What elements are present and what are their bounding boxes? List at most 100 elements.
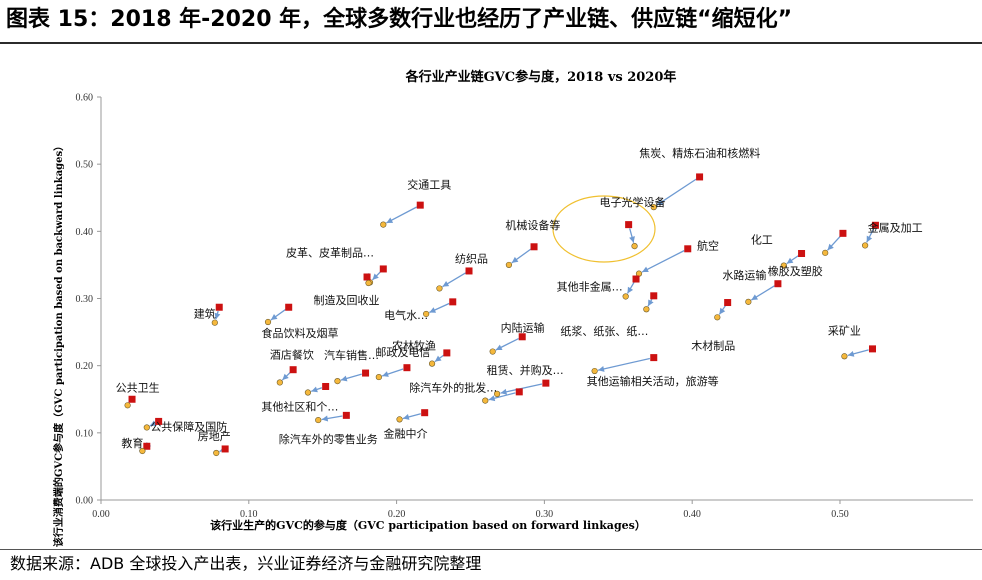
point-2018	[396, 416, 403, 423]
arrow-head	[629, 236, 635, 243]
point-2020	[684, 245, 692, 253]
arrow-head	[282, 373, 289, 381]
point-2018	[124, 402, 131, 409]
arrow-head	[488, 395, 496, 402]
point-label: 化工	[751, 233, 773, 247]
point-2018	[643, 306, 650, 313]
point-2020	[518, 333, 526, 341]
point-label: 机械设备等	[505, 218, 560, 232]
arrow-head	[321, 415, 329, 422]
point-2020	[542, 379, 550, 387]
point-2020	[215, 303, 223, 311]
point-2018	[213, 449, 220, 457]
point-2018	[650, 204, 657, 211]
arrow-head	[429, 307, 437, 313]
y-axis-title: 该行业消费端的GVC参与度（GVC participation based on…	[52, 141, 65, 547]
point-2020	[650, 354, 658, 362]
point-label: 采矿业	[828, 324, 861, 337]
point-label: 纺织品	[455, 251, 488, 265]
arrow-head	[511, 256, 519, 263]
x-tick-label: 0.50	[831, 509, 849, 520]
point-label: 电子光学设备	[600, 195, 666, 209]
x-axis-title: 该行业生产的GVC的参与度（GVC participation based on…	[210, 518, 646, 532]
point-2018	[745, 298, 752, 305]
arrow-head	[648, 299, 654, 307]
point-2020	[530, 243, 538, 251]
point-2020	[774, 280, 782, 288]
point-2020	[285, 303, 293, 311]
point-2018	[315, 416, 322, 424]
arrow-head	[442, 281, 450, 287]
point-2020	[632, 275, 640, 283]
shift-arrow	[597, 357, 651, 371]
point-2020	[289, 366, 297, 374]
point-label: 交通工具	[407, 178, 451, 192]
point-label: 酒店餐饮	[270, 347, 314, 361]
point-2018	[505, 261, 513, 269]
point-2020	[871, 221, 879, 229]
point-2018	[862, 242, 869, 249]
point-2018	[714, 314, 721, 321]
point-label: 食品饮料及烟草	[262, 326, 339, 340]
point-label: 公共保障及国防	[150, 419, 227, 433]
chart-title: 各行业产业链GVC参与度，2018 vs 2020年	[405, 69, 677, 85]
point-label: 农林牧渔	[392, 339, 436, 353]
point-label: 除汽车外的批发…	[409, 381, 497, 395]
arrow-head	[719, 307, 726, 315]
point-label: 公共卫生	[116, 380, 160, 394]
point-label: 除汽车外的零售业务	[279, 432, 378, 446]
y-tick-label: 0.50	[76, 160, 94, 171]
y-tick-label: 0.20	[76, 361, 94, 372]
y-tick-label: 0.10	[76, 428, 94, 439]
point-2018	[489, 348, 496, 355]
figure-heading: 图表 15：2018 年-2020 年，全球多数行业也经历了产业链、供应链“缩短…	[6, 7, 793, 32]
point-label: 航空	[697, 239, 719, 253]
point-2020	[515, 388, 523, 396]
point-2018	[822, 249, 829, 256]
arrow-head	[847, 350, 855, 357]
heading-divider	[0, 42, 982, 44]
point-2020	[362, 369, 370, 377]
point-label: 木材制品	[691, 338, 735, 352]
point-2018	[436, 285, 443, 292]
x-tick-label: 0.30	[536, 509, 554, 520]
x-tick-label: 0.20	[388, 509, 406, 520]
point-2018	[841, 353, 848, 360]
point-2018	[139, 447, 146, 455]
point-label: 教育	[121, 436, 143, 450]
point-2020	[798, 249, 806, 257]
x-tick-label: 0.00	[92, 509, 110, 520]
point-label: 电气水…	[384, 308, 428, 322]
arrow-head	[386, 217, 394, 223]
point-2020	[221, 445, 229, 453]
marker-layer	[124, 173, 879, 457]
point-2020	[379, 265, 387, 273]
point-2018	[276, 379, 283, 386]
point-2018	[264, 318, 272, 326]
data-source-note: 数据来源：ADB 全球投入产出表，兴业证券经济与金融研究院整理	[10, 554, 482, 573]
point-2020	[322, 382, 330, 390]
arrow-head	[434, 355, 442, 362]
point-2020	[839, 229, 847, 237]
y-tick-label: 0.00	[76, 496, 94, 507]
point-label: 橡胶及塑胶	[768, 264, 823, 278]
arrow-head	[340, 375, 348, 382]
point-2018	[482, 397, 489, 404]
arrow-head	[311, 386, 318, 393]
arrow-head	[382, 371, 389, 377]
point-label: 焦炭、精炼石油和核燃料	[639, 146, 760, 160]
point-label: 其他非金属…	[557, 279, 623, 293]
point-2018	[780, 262, 787, 269]
point-2020	[465, 267, 473, 275]
arrow-head	[627, 286, 634, 294]
point-2018	[211, 319, 218, 326]
gvc-scatter-chart: 各行业产业链GVC参与度，2018 vs 2020年 0.00 0.10 0.20 0…	[52, 69, 973, 547]
point-2020	[363, 273, 371, 281]
y-tick-label: 0.60	[76, 93, 94, 104]
shift-arrow	[656, 178, 697, 206]
footer-divider	[0, 549, 982, 550]
point-label: 建筑	[194, 307, 216, 321]
point-label: 制造及回收业	[314, 293, 380, 307]
point-2018	[375, 373, 382, 381]
axes: 0.00 0.10 0.20 0.30 0.40 0.50 0.00 0.10 0.20 0.30…	[76, 93, 973, 520]
